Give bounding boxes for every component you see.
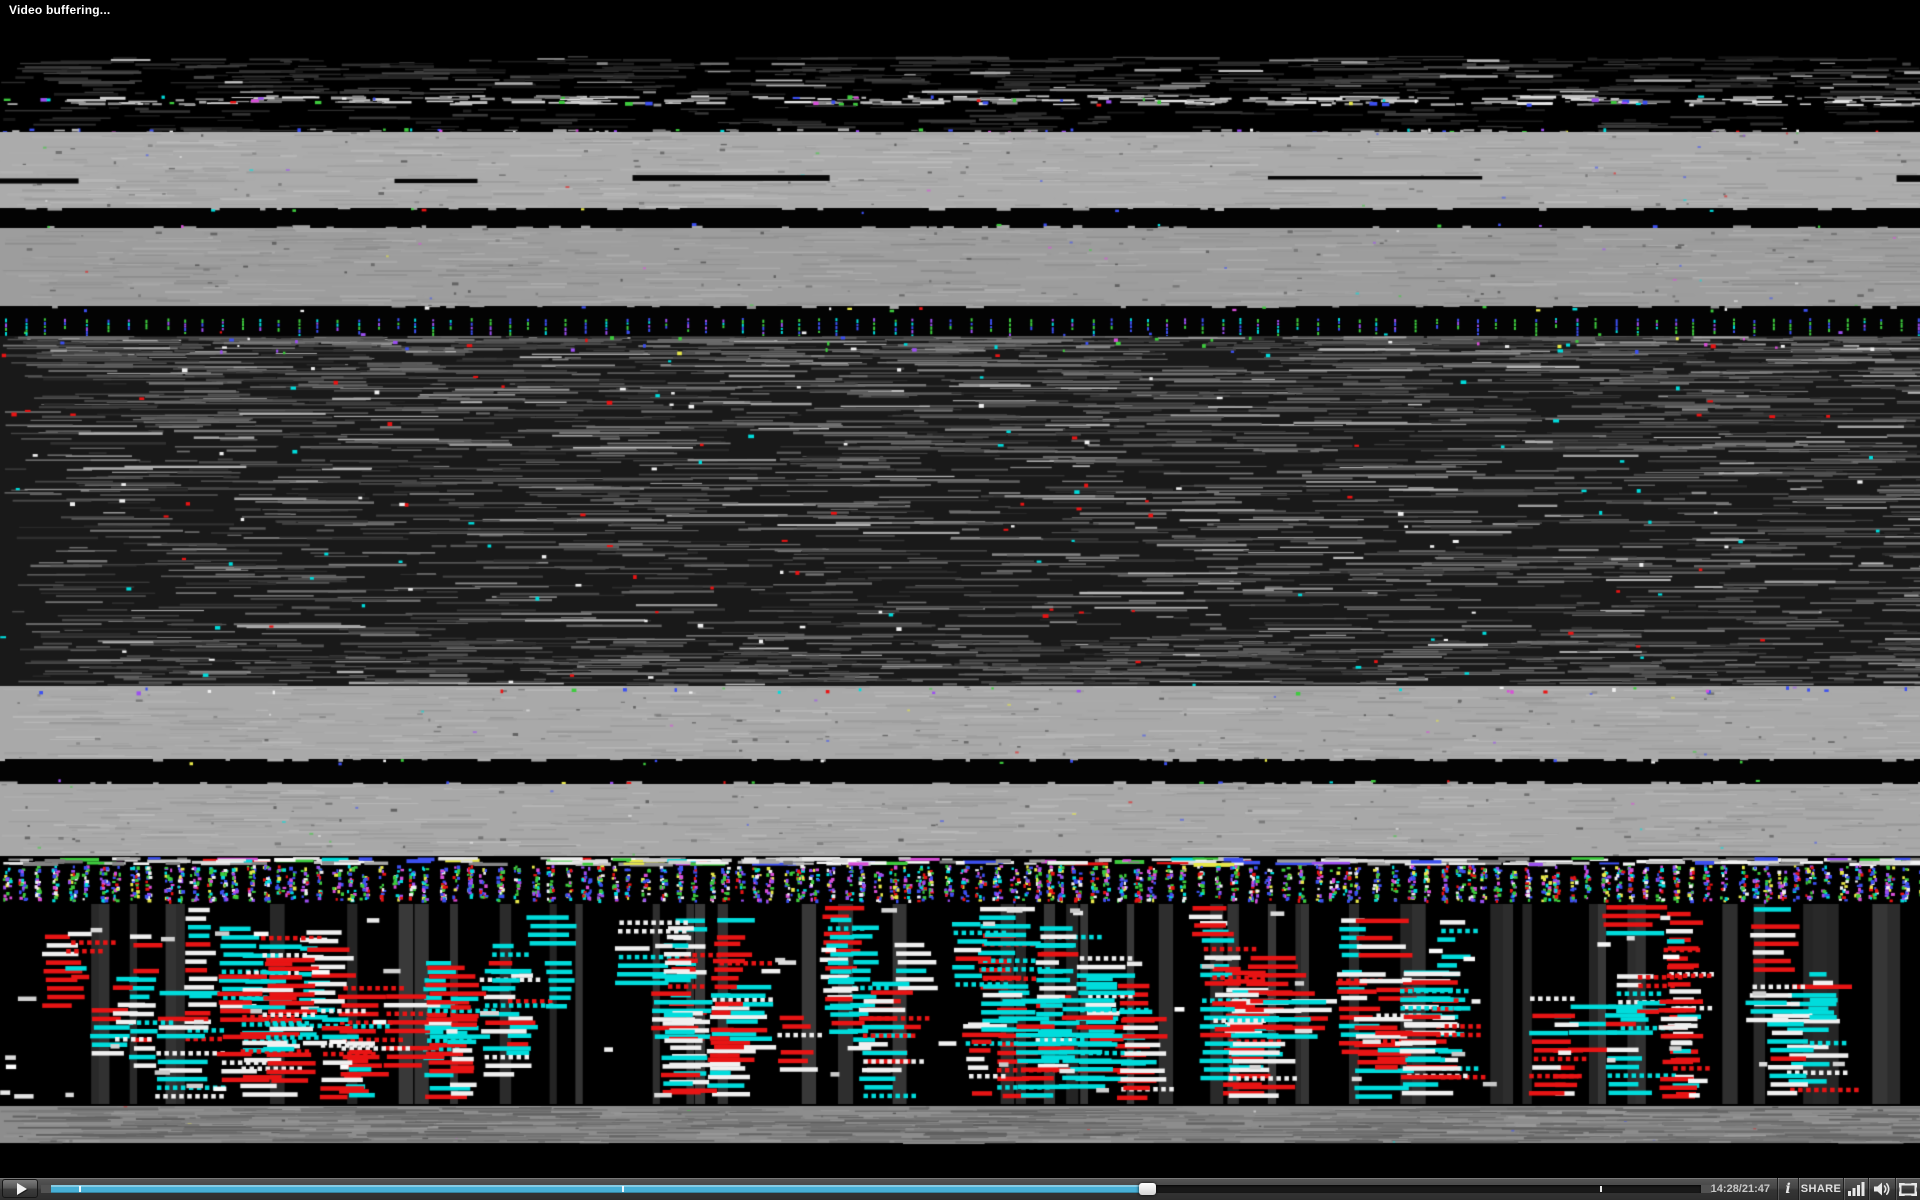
buffering-status: Video buffering... bbox=[9, 3, 111, 17]
share-button[interactable]: SHARE bbox=[1798, 1178, 1843, 1200]
volume-icon bbox=[1873, 1182, 1889, 1196]
share-label: SHARE bbox=[1800, 1183, 1842, 1195]
play-button[interactable] bbox=[2, 1179, 38, 1198]
time-display: 14:28/21:47 bbox=[1710, 1183, 1770, 1195]
info-icon: i bbox=[1785, 1181, 1791, 1197]
volume-button[interactable] bbox=[1868, 1178, 1895, 1200]
progress-handle[interactable] bbox=[1138, 1183, 1156, 1195]
progress-tick bbox=[621, 1186, 624, 1192]
control-buttons: i SHARE bbox=[1777, 1178, 1920, 1200]
play-icon bbox=[17, 1182, 27, 1195]
info-button[interactable]: i bbox=[1777, 1178, 1798, 1200]
progress-fill bbox=[51, 1185, 1147, 1193]
progress-tick bbox=[79, 1186, 82, 1192]
progress-bar[interactable] bbox=[41, 1183, 1712, 1195]
fullscreen-button[interactable] bbox=[1895, 1178, 1920, 1200]
stats-button[interactable] bbox=[1843, 1178, 1868, 1200]
stats-bars-icon bbox=[1847, 1182, 1864, 1196]
progress-track bbox=[51, 1183, 1701, 1195]
progress-tick bbox=[1600, 1186, 1603, 1192]
fullscreen-icon bbox=[1899, 1182, 1917, 1196]
player-control-bar: 14:28/21:47 i SHARE bbox=[0, 1178, 1920, 1200]
